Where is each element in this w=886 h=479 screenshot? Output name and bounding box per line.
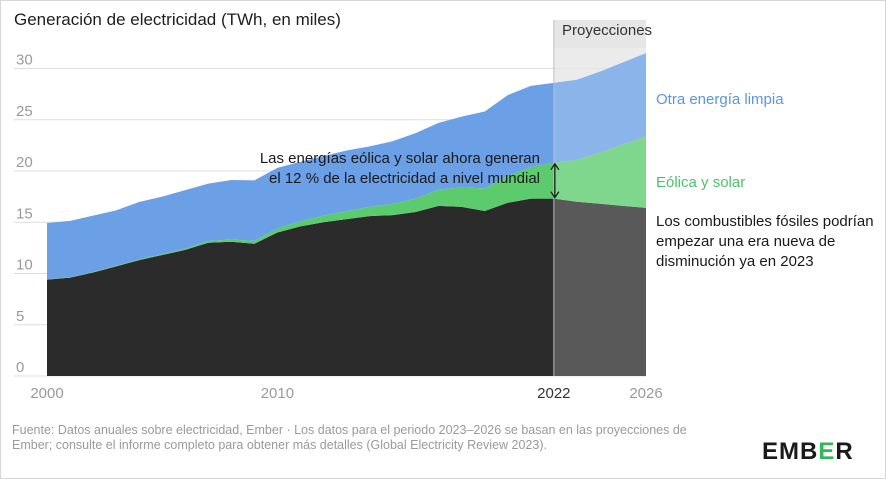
annotation-line-2: el 12 % de la electricidad a nivel mundi… [269,170,540,187]
area-series-clean [47,53,646,280]
source-note: Fuente: Datos anuales sobre electricidad… [12,423,687,452]
y-tick-label-25: 25 [16,103,33,120]
x-tick-label-2010: 2010 [261,385,294,402]
logo-text-3: R [835,438,854,465]
y-tick-label-0: 0 [16,359,24,376]
logo-text-2: E [818,438,836,465]
x-tick-label-2000: 2000 [30,385,63,402]
logo-text-1: EMB [762,438,819,465]
y-tick-label-30: 30 [16,52,33,69]
annotation-arrow-head-bottom [550,191,560,199]
y-tick-label-20: 20 [16,154,33,171]
y-tick-label-15: 15 [16,205,33,222]
annotation-line-1: Las energías eólica y solar ahora genera… [259,150,540,167]
ember-logo: EMBER [762,438,854,466]
x-tick-label-2026: 2026 [629,385,662,402]
series-label-wind-solar: Eólica y solar [656,174,746,191]
projection-overlay [553,48,646,376]
area-series-fossil [47,198,646,376]
y-tick-label-10: 10 [16,257,33,274]
series-label-clean: Otra energía limpia [656,91,784,108]
chart-title: Generación de electricidad (TWh, en mile… [14,10,341,29]
y-tick-label-5: 5 [16,308,24,325]
series-label-fossil: Los combustibles fósiles podrían empezar… [656,213,874,270]
annotation: Las energías eólica y solar ahora genera… [200,149,540,189]
annotation-arrow-head-top [550,162,560,171]
projections-label: Proyecciones [562,22,653,39]
x-tick-label-2022: 2022 [537,385,570,402]
